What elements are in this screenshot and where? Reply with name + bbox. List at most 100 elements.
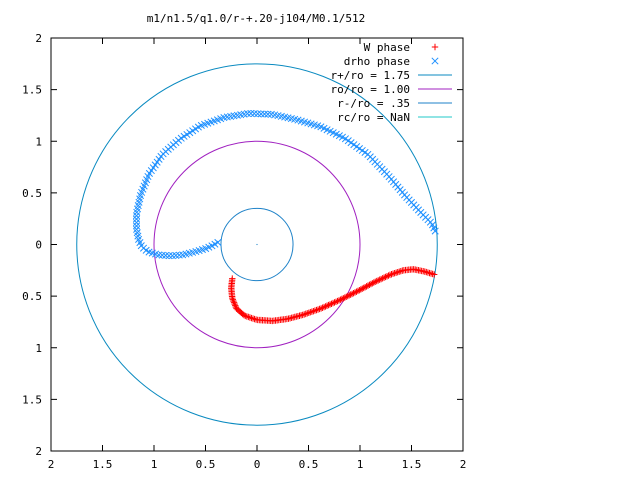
w-phase-point bbox=[251, 315, 258, 323]
legend-label: r+/ro = 1.75 bbox=[331, 69, 410, 82]
w-phase-point bbox=[249, 315, 257, 322]
w-phase-point bbox=[331, 299, 338, 306]
w-phase-point bbox=[388, 271, 395, 278]
w-phase-point bbox=[374, 277, 382, 284]
w-phase-point bbox=[363, 283, 370, 290]
w-phase-point bbox=[252, 316, 260, 323]
x-tick-label: 2 bbox=[460, 458, 467, 471]
w-phase-point bbox=[361, 283, 369, 291]
w-phase-point bbox=[347, 291, 354, 298]
drho-phase-point bbox=[132, 222, 141, 230]
w-phase-point bbox=[357, 286, 365, 293]
w-phase-point bbox=[394, 268, 401, 276]
w-phase-point bbox=[386, 271, 394, 279]
drho-phase-point bbox=[247, 109, 255, 118]
legend-label: drho phase bbox=[344, 55, 410, 68]
drho-phase-point bbox=[250, 110, 258, 118]
w-phase-point bbox=[344, 292, 351, 300]
w-phase-point bbox=[325, 301, 332, 309]
w-phase-point bbox=[354, 287, 362, 295]
w-phase-point bbox=[232, 302, 239, 309]
w-phase-point bbox=[359, 285, 366, 292]
x-tick-label: 0.5 bbox=[299, 458, 319, 471]
w-phase-point bbox=[380, 274, 388, 281]
legend-label: r-/ro = .35 bbox=[337, 97, 410, 110]
legend-swatch bbox=[431, 43, 439, 51]
y-tick-label: 1.5 bbox=[22, 393, 42, 406]
w-phase-point bbox=[372, 278, 379, 285]
w-phase-point bbox=[369, 280, 376, 287]
w-phase-point bbox=[313, 306, 320, 314]
w-phase-point bbox=[345, 292, 353, 299]
w-phase-point bbox=[230, 299, 238, 306]
w-phase-point bbox=[360, 284, 367, 292]
w-phase-point bbox=[364, 282, 372, 289]
w-phase-point bbox=[373, 277, 380, 285]
w-phase-point bbox=[323, 302, 331, 309]
drho-phase-point bbox=[431, 227, 439, 235]
w-phase-point bbox=[335, 297, 343, 304]
drho-phase-point bbox=[257, 110, 265, 118]
w-phase-point bbox=[367, 280, 375, 288]
w-phase-point bbox=[328, 300, 335, 307]
w-phase-point bbox=[308, 308, 316, 315]
x-tick-label: 2 bbox=[48, 458, 55, 471]
origin-dot bbox=[256, 243, 258, 246]
w-phase-point bbox=[229, 296, 237, 303]
w-phase-point bbox=[329, 299, 337, 307]
w-phase-point bbox=[245, 313, 252, 321]
y-axis: 2 1.5 1 0.5 0 0.5 1 1.5 2 bbox=[22, 32, 463, 458]
circle-r-series bbox=[220, 207, 294, 282]
w-phase-series bbox=[228, 266, 438, 325]
w-phase-point bbox=[350, 289, 357, 297]
w-phase-point bbox=[304, 310, 311, 317]
w-phase-point bbox=[305, 309, 313, 316]
y-tick-label: 1 bbox=[35, 342, 42, 355]
x-tick-label: 1.5 bbox=[93, 458, 113, 471]
circle-r-series bbox=[76, 63, 438, 426]
w-phase-point bbox=[311, 307, 319, 314]
drho-phase-point bbox=[172, 251, 180, 259]
w-phase-point bbox=[233, 305, 240, 312]
circle-ro-series bbox=[153, 140, 361, 349]
y-tick-label: 2 bbox=[35, 445, 42, 458]
w-phase-point bbox=[340, 295, 347, 302]
w-phase-point bbox=[389, 270, 397, 277]
w-phase-point bbox=[314, 306, 322, 313]
w-phase-point bbox=[326, 301, 334, 308]
w-phase-point bbox=[322, 303, 329, 310]
y-tick-label: 1 bbox=[35, 135, 42, 148]
w-phase-point bbox=[230, 297, 237, 305]
drho-phase-point bbox=[168, 252, 177, 260]
w-phase-point bbox=[338, 295, 346, 303]
x-tick-label: 1 bbox=[151, 458, 158, 471]
y-tick-label: 2 bbox=[35, 32, 42, 45]
w-phase-point bbox=[396, 268, 403, 275]
x-tick-label: 0.5 bbox=[196, 458, 216, 471]
legend-swatch bbox=[431, 57, 439, 65]
y-tick-label: 0.5 bbox=[22, 187, 42, 200]
w-phase-point bbox=[248, 314, 255, 322]
drho-phase-point bbox=[162, 251, 170, 260]
w-phase-point bbox=[353, 288, 360, 295]
w-phase-point bbox=[379, 275, 386, 282]
legend-label: rc/ro = NaN bbox=[337, 111, 410, 124]
x-tick-label: 1 bbox=[357, 458, 364, 471]
w-phase-point bbox=[351, 289, 359, 296]
w-phase-point bbox=[316, 305, 323, 313]
y-tick-label: 1.5 bbox=[22, 84, 42, 97]
w-phase-point bbox=[302, 310, 309, 318]
w-phase-point bbox=[392, 269, 400, 276]
w-phase-point bbox=[370, 279, 377, 286]
drho-phase-point bbox=[132, 218, 141, 227]
w-phase-point bbox=[356, 287, 363, 294]
legend-label: ro/ro = 1.00 bbox=[331, 83, 410, 96]
w-phase-point bbox=[332, 298, 340, 305]
drho-phase-point bbox=[132, 215, 141, 223]
w-phase-point bbox=[399, 267, 406, 274]
plot-layer bbox=[76, 63, 439, 426]
x-tick-label: 0 bbox=[254, 458, 261, 471]
w-phase-point bbox=[341, 294, 349, 301]
